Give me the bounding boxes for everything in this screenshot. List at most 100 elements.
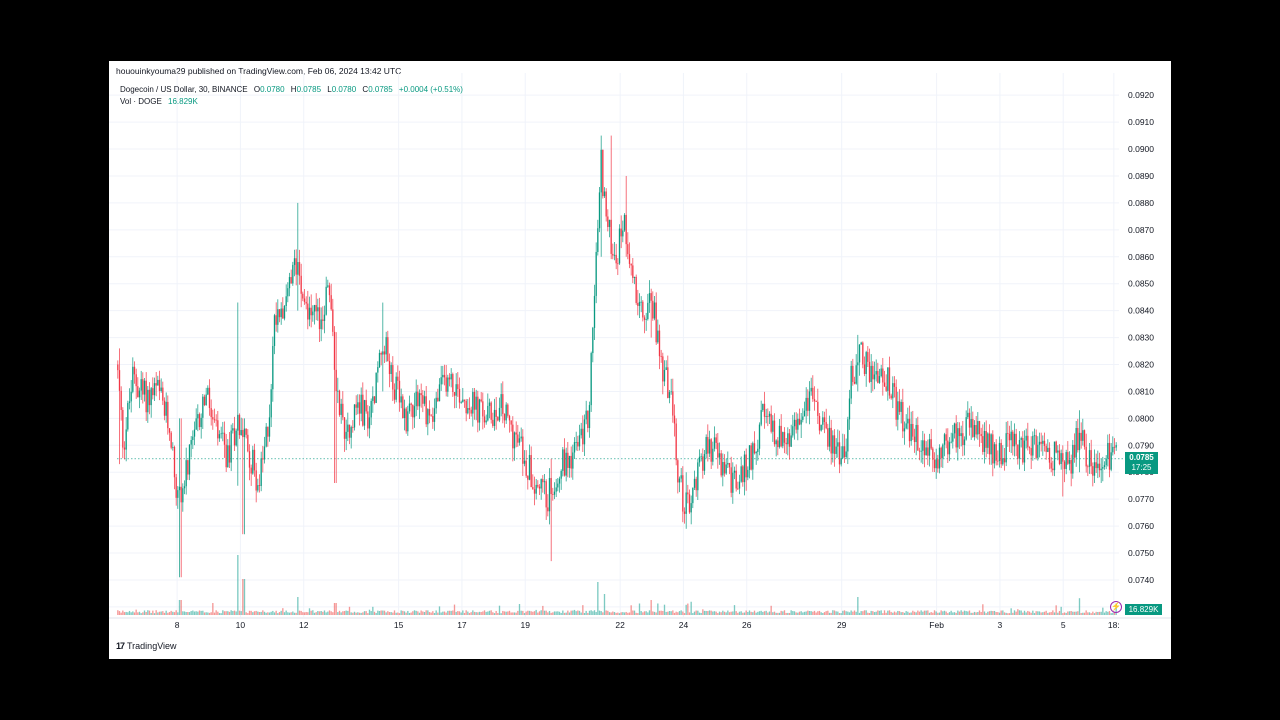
candle-body — [205, 394, 207, 406]
candle-body — [643, 317, 646, 320]
candle-body — [433, 408, 436, 422]
author-name[interactable]: hououinkyouma29 — [116, 66, 186, 76]
volume-bar — [592, 611, 594, 615]
candle-body — [680, 475, 682, 479]
volume-bar — [442, 611, 444, 615]
volume-bar — [688, 612, 691, 615]
volume-bar — [563, 612, 566, 615]
publish-info: hououinkyouma29 published on TradingView… — [116, 66, 401, 76]
candle-body — [267, 426, 269, 437]
volume-bar — [972, 612, 974, 615]
volume-bar — [983, 611, 986, 615]
candle-body — [462, 399, 464, 403]
volume-bar — [1097, 611, 1099, 615]
candle-body — [500, 394, 502, 408]
candle-body — [430, 415, 432, 417]
volume-bar — [580, 612, 582, 615]
time-axis[interactable]: 8 10 12 15 17 19 22 24 26 29 Feb 3 5 18: — [175, 620, 1120, 630]
volume-bar — [283, 612, 286, 615]
volume-label[interactable]: Vol · DOGE — [120, 97, 162, 106]
candle-body — [773, 420, 776, 445]
candle-body — [1068, 459, 1071, 464]
volume-bar — [638, 603, 641, 615]
volume-bar — [615, 612, 617, 615]
volume-bar — [417, 611, 419, 615]
candle-body — [377, 367, 379, 373]
candle-body — [330, 295, 332, 310]
candle-body — [355, 404, 357, 408]
candle-body — [648, 293, 651, 303]
volume-bar — [172, 611, 174, 615]
candle-body — [388, 361, 391, 375]
candle-body — [898, 401, 901, 412]
candle-body — [460, 402, 462, 403]
candle-body — [667, 367, 669, 398]
volume-bar — [395, 612, 397, 615]
volume-bar — [528, 610, 531, 615]
candle-body — [160, 387, 162, 392]
candle-body — [995, 444, 997, 461]
volume-bar — [953, 612, 956, 615]
candle-body — [263, 446, 266, 460]
volume-bar — [857, 597, 859, 615]
volume-bar — [1027, 610, 1029, 615]
volume-bar — [460, 612, 462, 615]
volume-bar — [775, 612, 777, 615]
candle-body — [682, 475, 684, 512]
candle-body — [215, 419, 217, 421]
open-label: O — [253, 85, 261, 94]
volume-bar — [788, 612, 791, 615]
lightning-icon[interactable]: ⚡ — [1110, 601, 1122, 613]
volume-bar — [635, 612, 637, 615]
volume-bar — [902, 612, 904, 615]
volume-bar — [853, 610, 856, 615]
volume-bar — [962, 611, 964, 615]
volume-bar — [242, 579, 244, 615]
volume-bar — [188, 612, 191, 615]
candle-body — [225, 444, 227, 468]
candle-body — [933, 459, 936, 469]
volume-bar — [912, 610, 914, 615]
candle-body — [645, 319, 647, 320]
candle-body — [405, 408, 407, 432]
volume-bar — [823, 612, 826, 615]
candle-body — [538, 486, 541, 489]
volume-bar — [448, 610, 451, 615]
candle-body — [735, 470, 737, 489]
volume-bar — [815, 612, 817, 615]
candle-body — [213, 419, 216, 421]
volume-bar — [628, 612, 631, 615]
x-tick-label: 15 — [394, 620, 404, 630]
volume-bar — [353, 611, 356, 615]
candle-body — [642, 301, 644, 318]
candle-body — [257, 485, 259, 491]
candle-body — [248, 451, 251, 468]
volume-bar — [727, 610, 729, 615]
candle-body — [605, 191, 607, 217]
y-tick-label: 0.0910 — [1128, 117, 1154, 127]
volume-bar — [400, 610, 402, 615]
candle-body — [412, 404, 414, 418]
candle-body — [243, 428, 246, 438]
volume-bar — [698, 612, 701, 615]
candle-body — [453, 391, 456, 396]
volume-bar — [352, 612, 354, 615]
tradingview-brand[interactable]: 17 TradingView — [116, 641, 177, 651]
volume-bar — [710, 610, 712, 615]
candle-body — [378, 352, 381, 368]
price-chart[interactable]: 0.0920 0.0910 0.0900 0.0890 0.0880 0.0870 0.08… — [109, 61, 1171, 659]
candle-body — [183, 486, 186, 489]
change-value: +0.0004 (+0.51%) — [398, 85, 463, 94]
candle-body — [703, 454, 706, 471]
volume-bar — [1077, 611, 1079, 615]
volume-bar — [993, 610, 996, 615]
volume-bar — [593, 610, 596, 615]
candle-body — [1033, 435, 1036, 437]
price-axis[interactable]: 0.0920 0.0910 0.0900 0.0890 0.0880 0.0870 0.08… — [1128, 90, 1154, 612]
volume-bar — [918, 611, 921, 615]
candle-body — [1012, 431, 1014, 447]
symbol-label[interactable]: Dogecoin / US Dollar, 30, BINANCE — [120, 85, 248, 94]
candle-body — [228, 445, 231, 463]
volume-bar — [630, 605, 632, 615]
candle-body — [592, 327, 594, 354]
